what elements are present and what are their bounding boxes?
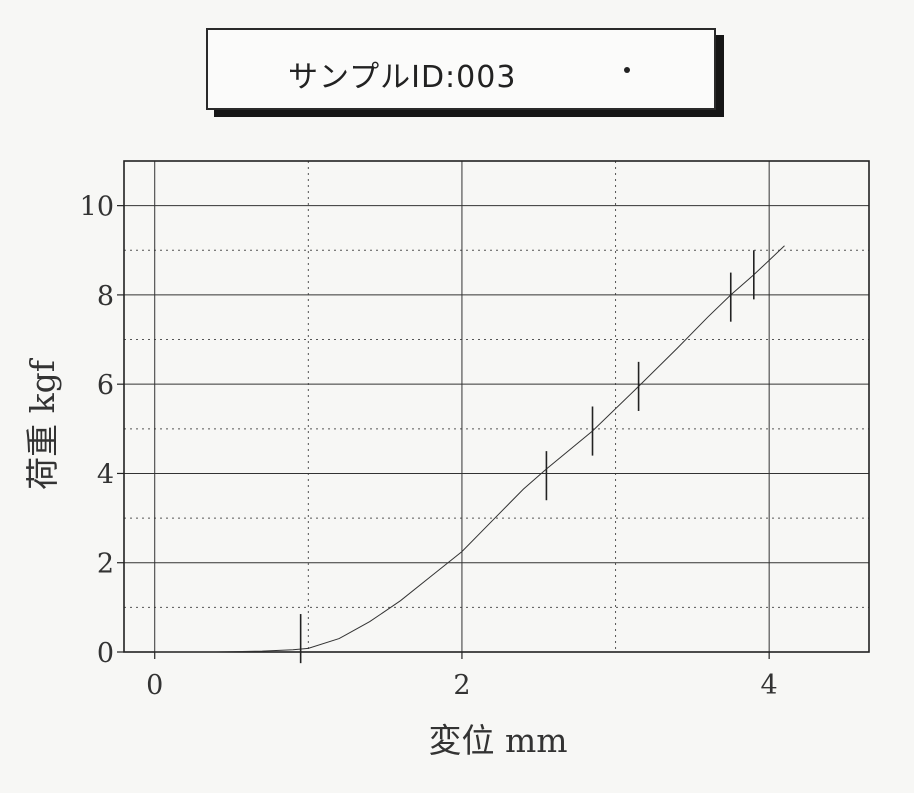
title-dot [624, 67, 630, 73]
x-axis-label: 変位 mm [428, 721, 567, 760]
y-axis-label: 荷重 kgf [23, 357, 62, 490]
y-tick-label: 4 [97, 459, 114, 490]
sample-id-title: サンプルID:003 [288, 60, 517, 95]
x-tick-label: 4 [761, 670, 778, 701]
grid-major-lines [124, 161, 869, 653]
y-tick-label: 10 [80, 192, 114, 223]
grid-minor-lines [124, 161, 869, 652]
y-tick-label: 2 [97, 549, 114, 580]
y-tick-label: 8 [97, 281, 114, 312]
tick-labels: 0 2 4 0 2 4 6 8 10 [80, 192, 778, 701]
plot-frame [123, 160, 870, 653]
marker-group [299, 250, 755, 664]
y-tick-label: 0 [97, 638, 114, 669]
x-tick-label: 0 [146, 670, 163, 701]
y-tick-label: 6 [97, 370, 114, 401]
data-line [154, 245, 785, 653]
axis-ticks [117, 205, 770, 659]
sample-id-title-box: サンプルID:003 [206, 28, 716, 110]
x-tick-label: 2 [453, 670, 470, 701]
